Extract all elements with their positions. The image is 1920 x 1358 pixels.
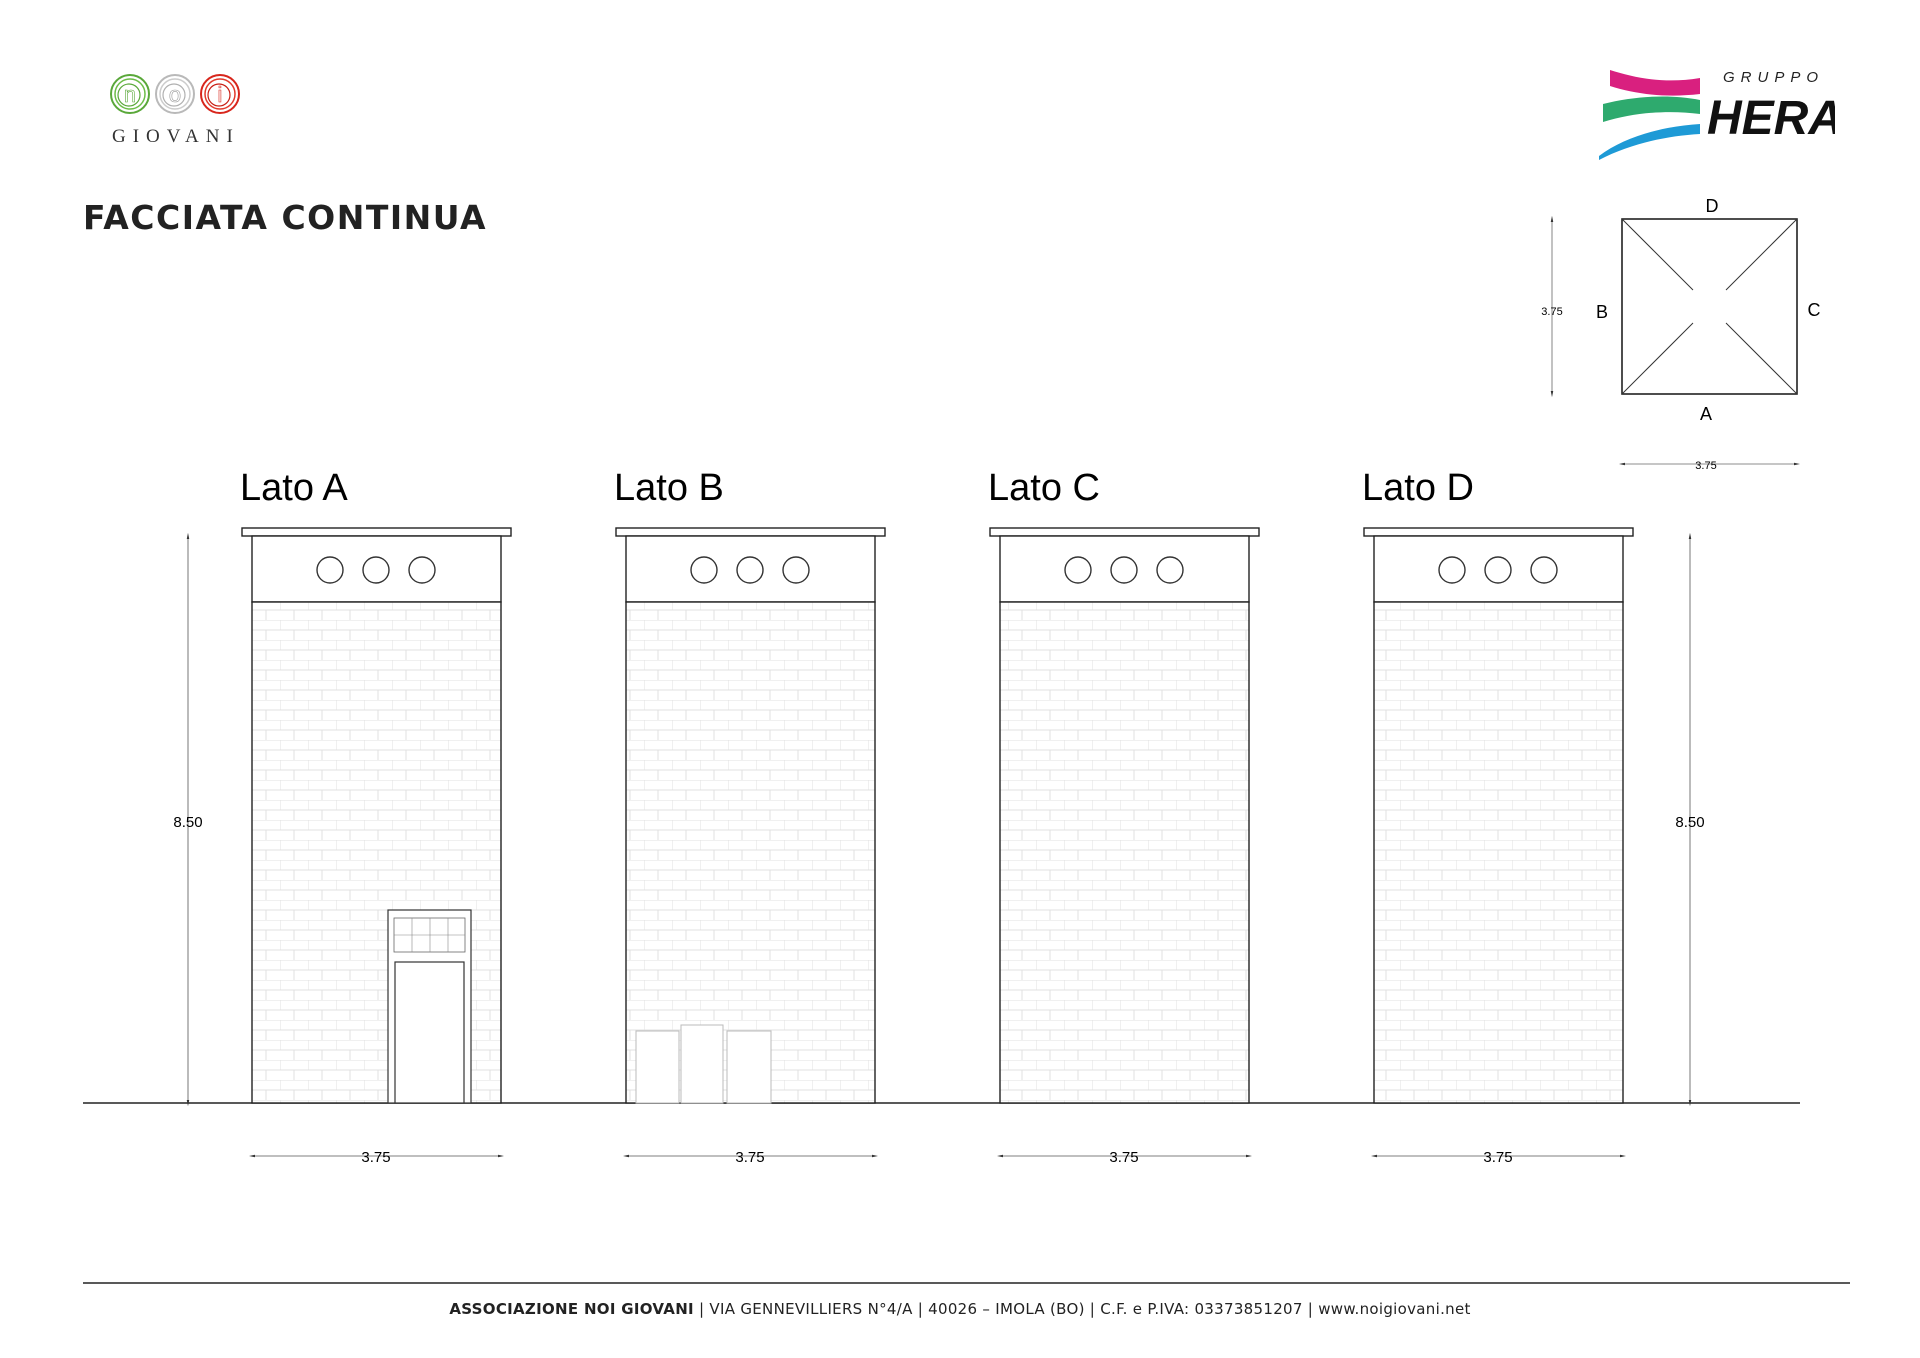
roof-cap [241,527,512,537]
logo-giovani-text: GIOVANI [112,126,240,147]
page-title: FACCIATA CONTINUA [83,198,488,237]
elevation-label: Lato B [614,467,724,509]
width-dimension: 3.75 [361,1149,390,1166]
logo-letter-o: o [169,82,181,107]
hera-logo-small-text: GRUPPO [1723,69,1824,86]
footer-address: | VIA GENNEVILLIERS N°4/A | 40026 – IMOL… [693,1300,1471,1318]
elevation-label: Lato C [988,467,1100,509]
logo-circle-o: o [155,74,195,114]
roof-cap [615,527,886,537]
door [394,961,465,1104]
plan-label-left: B [1596,302,1608,322]
roof-cap [1363,527,1634,537]
vent-circle [316,556,344,584]
top-band [251,535,502,603]
roof-cap [989,527,1260,537]
plan-diagonal [1725,322,1798,395]
vent-circle [1438,556,1466,584]
elevation-label: Lato D [1362,467,1474,509]
height-dimension: 8.50 [173,814,202,831]
vent-circle [782,556,810,584]
footer-org: ASSOCIAZIONE NOI GIOVANI [449,1300,694,1318]
logo-letter-i: i [218,82,223,107]
vent-circle [362,556,390,584]
logo-letter-n: n [124,82,136,107]
equipment-panel [635,1030,680,1104]
plan-label-top: D [1706,196,1719,216]
top-band [999,535,1250,603]
plan-side-dimension: 3.75 [1541,306,1562,318]
elevation-lato-d: Lato D 3.75 [1362,467,1634,1166]
equipment-panel [680,1024,724,1104]
brick-wall [999,601,1250,1104]
logo-circle-i: i [200,74,240,114]
vent-circle [690,556,718,584]
width-dimension: 3.75 [735,1149,764,1166]
height-dimension-left: 8.50 [173,532,203,1107]
plan-view: D B C A 3.75 3.75 [1541,196,1820,472]
plan-diagonal [1621,322,1694,395]
width-dimension: 3.75 [1483,1149,1512,1166]
noi-giovani-logo: n o i [110,74,240,114]
height-dimension: 8.50 [1675,814,1704,831]
equipment-panel [726,1030,772,1104]
vent-circle [408,556,436,584]
top-band [1373,535,1624,603]
plan-label-bottom: A [1700,404,1712,424]
vent-circle [1156,556,1184,584]
plan-bottom-dimension: 3.75 [1695,460,1716,472]
brick-wall [625,601,876,1104]
vent-circle [736,556,764,584]
vent-circle [1110,556,1138,584]
width-dimension: 3.75 [1109,1149,1138,1166]
elevation-lato-b: Lato B 3.75 [614,467,886,1166]
elevation-label: Lato A [240,467,348,509]
vent-circle [1064,556,1092,584]
plan-label-right: C [1808,300,1821,320]
height-dimension-right: 8.50 [1675,532,1705,1107]
plan-square [1621,218,1798,395]
elevation-lato-a: Lato A 3.75 [240,467,512,1166]
footer: ASSOCIAZIONE NOI GIOVANI | VIA GENNEVILL… [0,1300,1920,1318]
elevation-lato-c: Lato C 3.75 [988,467,1260,1166]
top-band [625,535,876,603]
vent-circle [1530,556,1558,584]
hera-logo-big-text: HERA [1707,92,1835,145]
hera-logo: GRUPPO HERA [1599,69,1835,160]
brick-wall [1373,601,1624,1104]
vent-circle [1484,556,1512,584]
plan-diagonal [1725,218,1798,291]
plan-diagonal [1621,218,1694,291]
logo-circle-n: n [110,74,150,114]
